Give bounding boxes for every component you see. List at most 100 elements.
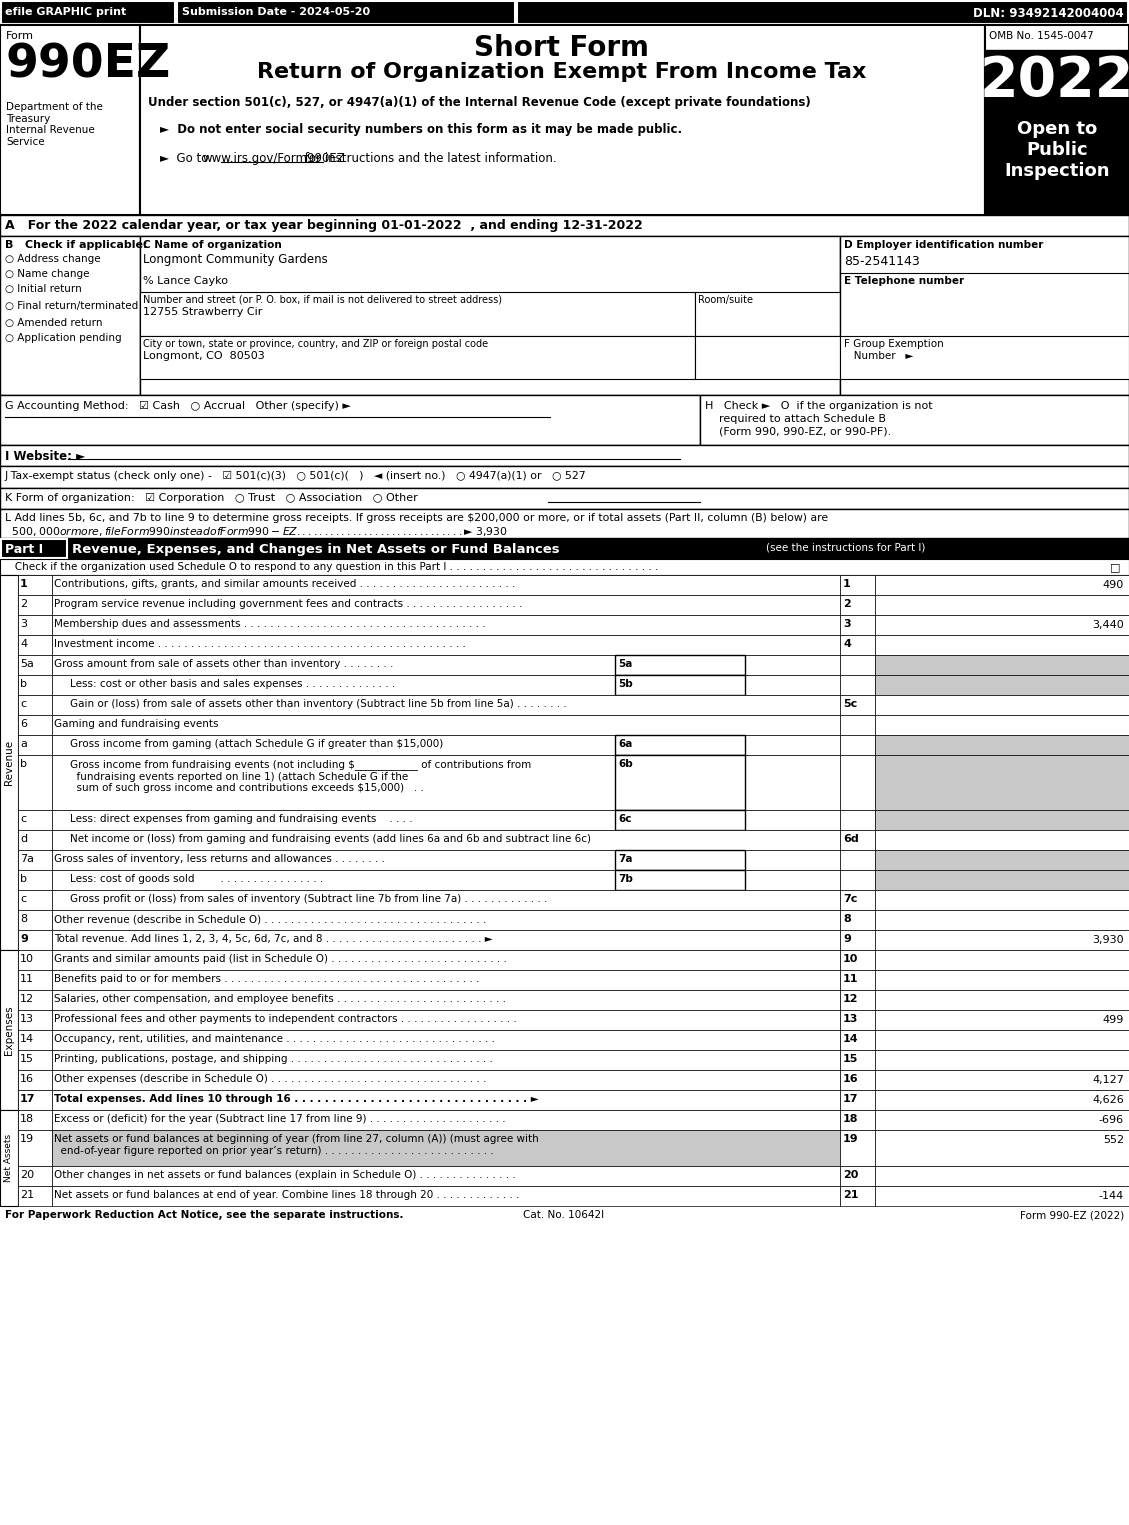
Text: 5b: 5b bbox=[618, 679, 632, 689]
Bar bbox=[18, 891, 52, 910]
Text: Revenue, Expenses, and Changes in Net Assets or Fund Balances: Revenue, Expenses, and Changes in Net As… bbox=[72, 543, 560, 557]
Bar bbox=[0, 0, 1129, 24]
Bar bbox=[875, 615, 1129, 634]
Bar bbox=[875, 891, 1129, 910]
Bar bbox=[615, 849, 745, 869]
Text: □: □ bbox=[1110, 563, 1120, 572]
Text: 2: 2 bbox=[20, 599, 27, 608]
Bar bbox=[840, 869, 875, 891]
Bar bbox=[52, 869, 840, 891]
Text: www.irs.gov/Form990EZ: www.irs.gov/Form990EZ bbox=[202, 152, 345, 165]
Bar bbox=[18, 695, 52, 715]
Text: 16: 16 bbox=[20, 1074, 34, 1084]
Bar bbox=[875, 1090, 1129, 1110]
Bar bbox=[18, 810, 52, 830]
Text: 18: 18 bbox=[20, 1113, 34, 1124]
Text: 9: 9 bbox=[843, 933, 851, 944]
Text: Submission Date - 2024-05-20: Submission Date - 2024-05-20 bbox=[182, 8, 370, 17]
Bar bbox=[875, 656, 1129, 676]
Bar bbox=[875, 735, 1129, 755]
Text: 21: 21 bbox=[843, 1190, 858, 1200]
Bar bbox=[52, 1110, 840, 1130]
Text: for instructions and the latest information.: for instructions and the latest informat… bbox=[301, 152, 557, 165]
Bar bbox=[700, 395, 1129, 445]
Bar bbox=[1, 2, 175, 24]
Bar bbox=[875, 1010, 1129, 1029]
Bar bbox=[840, 1167, 875, 1186]
Bar bbox=[875, 755, 1129, 810]
Text: Gross sales of inventory, less returns and allowances . . . . . . . .: Gross sales of inventory, less returns a… bbox=[54, 854, 385, 865]
Text: 1: 1 bbox=[20, 580, 28, 589]
Text: C Name of organization: C Name of organization bbox=[143, 239, 282, 250]
Text: Excess or (deficit) for the year (Subtract line 17 from line 9) . . . . . . . . : Excess or (deficit) for the year (Subtra… bbox=[54, 1113, 506, 1124]
Text: 14: 14 bbox=[843, 1034, 859, 1045]
Text: Benefits paid to or for members . . . . . . . . . . . . . . . . . . . . . . . . : Benefits paid to or for members . . . . … bbox=[54, 974, 480, 984]
Text: Gross profit or (loss) from sales of inventory (Subtract line 7b from line 7a) .: Gross profit or (loss) from sales of inv… bbox=[70, 894, 548, 904]
Bar bbox=[18, 1051, 52, 1071]
Text: I Website: ►: I Website: ► bbox=[5, 450, 85, 464]
Bar bbox=[875, 950, 1129, 970]
Bar bbox=[875, 830, 1129, 849]
Text: 990EZ: 990EZ bbox=[6, 43, 172, 88]
Text: Number and street (or P. O. box, if mail is not delivered to street address): Number and street (or P. O. box, if mail… bbox=[143, 294, 502, 305]
Text: Longmont Community Gardens: Longmont Community Gardens bbox=[143, 253, 327, 265]
Bar bbox=[840, 1071, 875, 1090]
Text: c: c bbox=[20, 814, 26, 824]
Bar bbox=[52, 1090, 840, 1110]
Bar bbox=[840, 575, 875, 595]
Text: 11: 11 bbox=[20, 974, 34, 984]
Bar bbox=[140, 291, 695, 336]
Bar bbox=[52, 634, 840, 656]
Text: DLN: 93492142004004: DLN: 93492142004004 bbox=[973, 8, 1124, 20]
Text: 8: 8 bbox=[843, 913, 851, 924]
Bar bbox=[615, 735, 745, 755]
Text: Salaries, other compensation, and employee benefits . . . . . . . . . . . . . . : Salaries, other compensation, and employ… bbox=[54, 994, 506, 1003]
Bar bbox=[0, 24, 140, 215]
Text: 10: 10 bbox=[20, 955, 34, 964]
Text: Other changes in net assets or fund balances (explain in Schedule O) . . . . . .: Other changes in net assets or fund bala… bbox=[54, 1170, 516, 1180]
Bar bbox=[0, 950, 18, 1110]
Text: 490: 490 bbox=[1103, 580, 1124, 590]
Bar bbox=[52, 1029, 840, 1051]
Bar bbox=[18, 715, 52, 735]
Text: 12755 Strawberry Cir: 12755 Strawberry Cir bbox=[143, 307, 262, 317]
Text: 21: 21 bbox=[20, 1190, 34, 1200]
Bar bbox=[517, 2, 1128, 24]
Bar bbox=[875, 970, 1129, 990]
Bar bbox=[840, 695, 875, 715]
Bar bbox=[18, 1071, 52, 1090]
Bar bbox=[18, 575, 52, 595]
Bar bbox=[18, 830, 52, 849]
Bar bbox=[840, 735, 875, 755]
Bar bbox=[18, 849, 52, 869]
Text: 9: 9 bbox=[20, 933, 28, 944]
Text: 552: 552 bbox=[1103, 1135, 1124, 1145]
Bar bbox=[875, 676, 1129, 695]
Bar bbox=[984, 24, 1129, 215]
Text: 2022: 2022 bbox=[980, 53, 1129, 108]
Bar bbox=[875, 595, 1129, 615]
Text: 6b: 6b bbox=[618, 759, 632, 769]
Text: Department of the
Treasury
Internal Revenue
Service: Department of the Treasury Internal Reve… bbox=[6, 102, 103, 146]
Text: Program service revenue including government fees and contracts . . . . . . . . : Program service revenue including govern… bbox=[54, 599, 523, 608]
Bar bbox=[840, 910, 875, 930]
Text: 5c: 5c bbox=[843, 698, 857, 709]
Text: efile GRAPHIC print: efile GRAPHIC print bbox=[5, 8, 126, 17]
Text: Gain or (loss) from sale of assets other than inventory (Subtract line 5b from l: Gain or (loss) from sale of assets other… bbox=[70, 698, 567, 709]
Text: Net income or (loss) from gaming and fundraising events (add lines 6a and 6b and: Net income or (loss) from gaming and fun… bbox=[70, 834, 590, 843]
Text: $500,000 or more, file Form 990 instead of Form 990-EZ . . . . . . . . . . . . .: $500,000 or more, file Form 990 instead … bbox=[5, 525, 508, 538]
Bar bbox=[840, 1130, 875, 1167]
Text: Investment income . . . . . . . . . . . . . . . . . . . . . . . . . . . . . . . : Investment income . . . . . . . . . . . … bbox=[54, 639, 466, 650]
Bar bbox=[840, 930, 875, 950]
Text: Net Assets: Net Assets bbox=[5, 1135, 14, 1182]
Text: Contributions, gifts, grants, and similar amounts received . . . . . . . . . . .: Contributions, gifts, grants, and simila… bbox=[54, 580, 515, 589]
Bar bbox=[875, 1029, 1129, 1051]
Text: b: b bbox=[20, 759, 27, 769]
Bar bbox=[0, 395, 700, 445]
Bar bbox=[875, 990, 1129, 1010]
Text: 15: 15 bbox=[20, 1054, 34, 1064]
Text: 8: 8 bbox=[20, 913, 27, 924]
Text: 4,127: 4,127 bbox=[1092, 1075, 1124, 1084]
Text: Expenses: Expenses bbox=[5, 1005, 14, 1055]
Bar bbox=[18, 950, 52, 970]
